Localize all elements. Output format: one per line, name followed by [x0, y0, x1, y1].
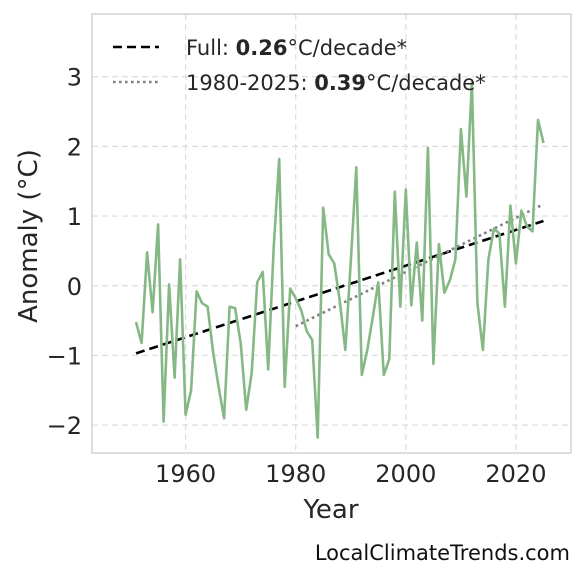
x-tick-label: 1980: [265, 460, 326, 488]
y-tick-label: 1: [67, 203, 82, 231]
legend: Full: 0.26°C/decade* 1980-2025: 0.39°C/d…: [113, 36, 486, 95]
source-credit: LocalClimateTrends.com: [315, 541, 570, 565]
plot-frame: [91, 13, 572, 454]
y-axis-label: Anomaly (°C): [14, 149, 44, 323]
series-lines: [134, 81, 545, 440]
x-axis-label: Year: [302, 495, 358, 525]
y-tick-label: 3: [67, 64, 82, 92]
y-tick-labels: −2 −1 0 1 2 3: [47, 64, 82, 440]
legend-label-full: Full: 0.26°C/decade*: [186, 36, 407, 60]
x-tick-label: 1960: [155, 460, 216, 488]
trend-lines: [135, 203, 545, 355]
x-tick-label: 2000: [375, 460, 436, 488]
y-tick-label: 2: [67, 133, 82, 161]
y-tick-label: −1: [47, 342, 82, 370]
legend-label-recent: 1980-2025: 0.39°C/decade*: [186, 71, 486, 95]
y-tick-label: −2: [47, 412, 82, 440]
trend-line-full: [135, 219, 544, 355]
x-tick-labels: 1960 1980 2000 2020: [155, 460, 546, 488]
x-tick-label: 2020: [485, 460, 546, 488]
y-tick-label: 0: [67, 273, 82, 301]
anomaly-series-line: [134, 81, 545, 440]
